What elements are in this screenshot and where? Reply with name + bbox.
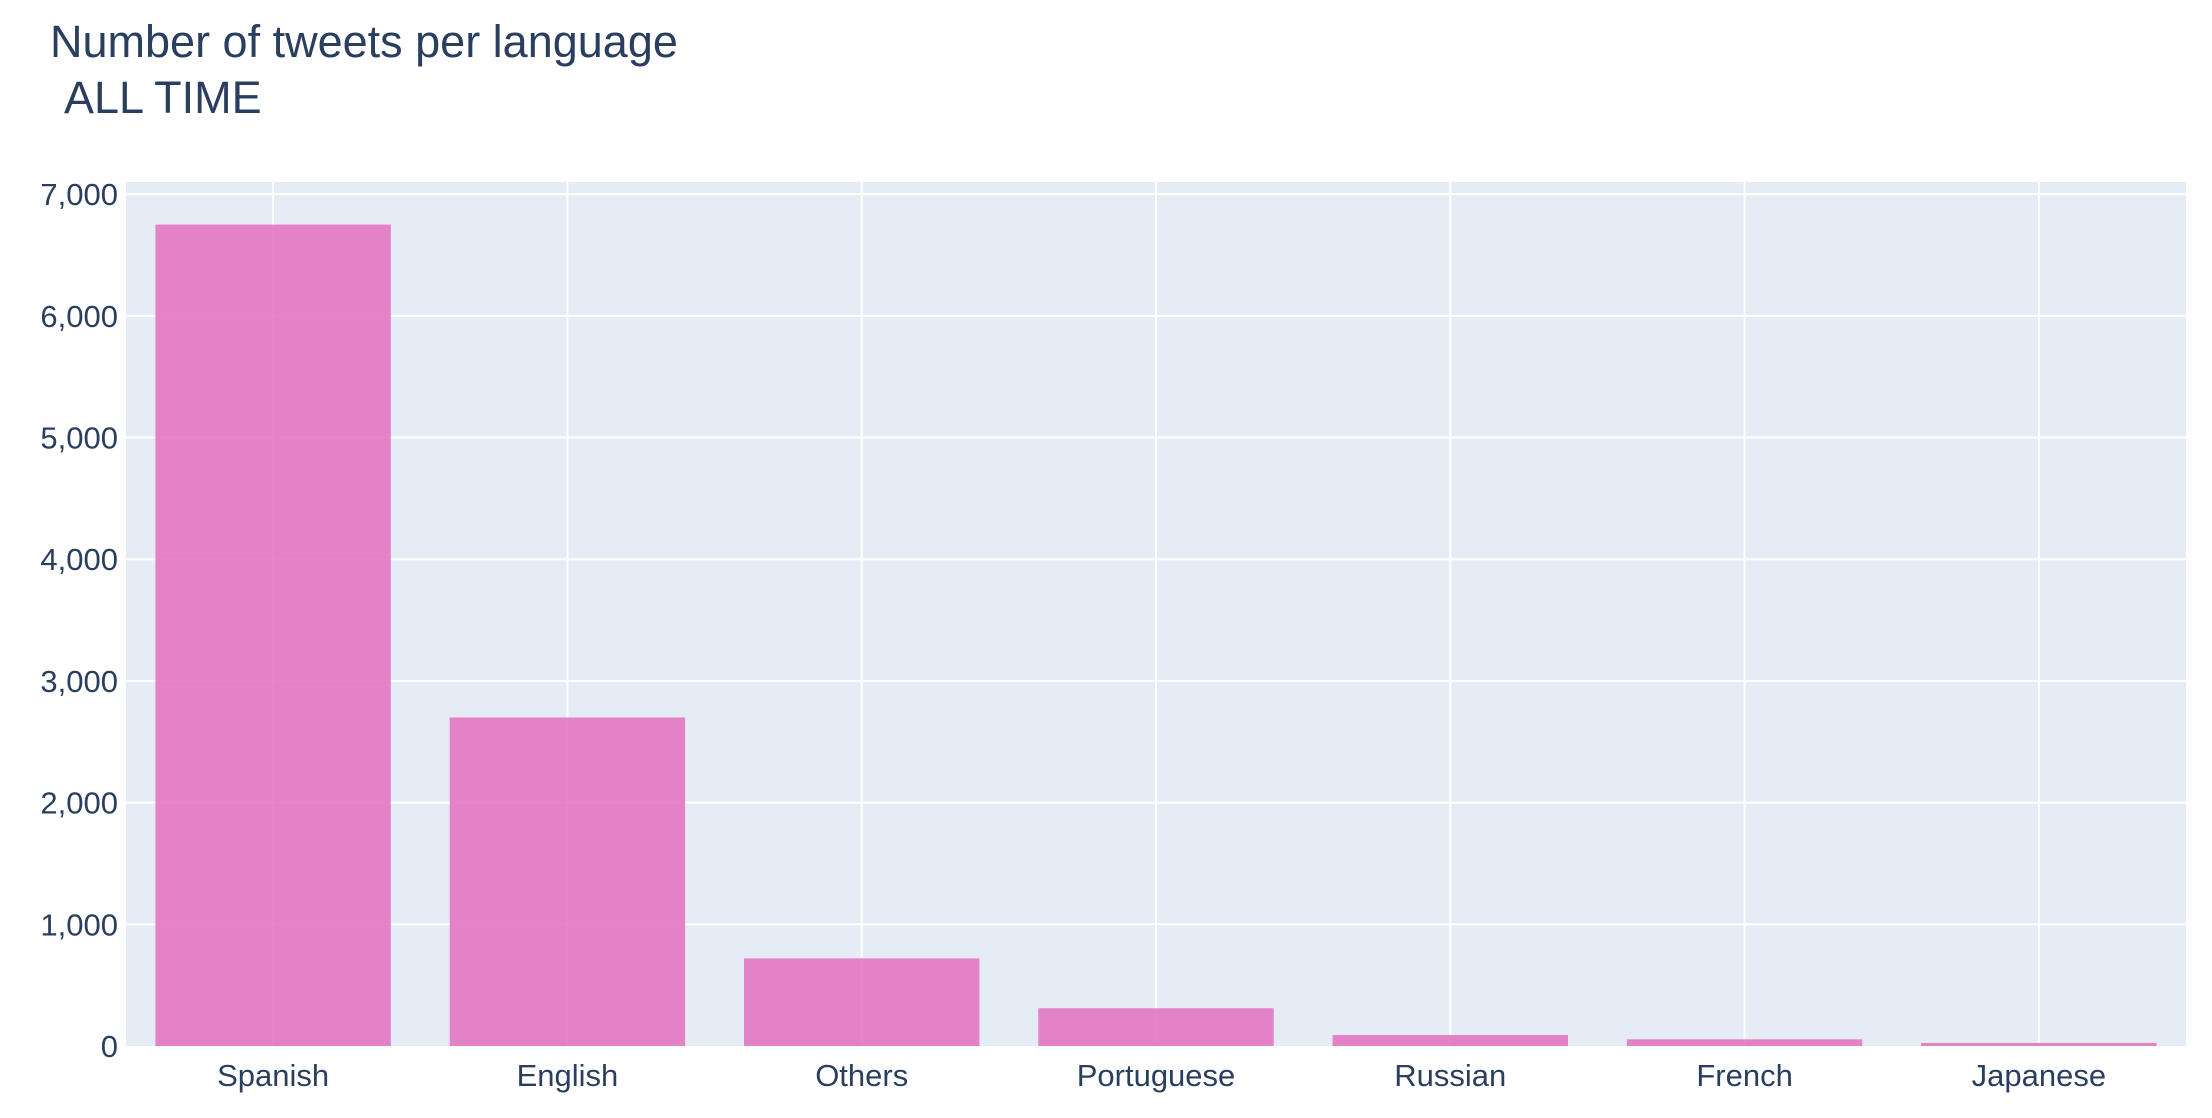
y-tick-label: 5,000 <box>40 421 118 456</box>
y-tick-label: 4,000 <box>40 542 118 577</box>
bar-spanish[interactable] <box>155 224 391 1046</box>
y-tick-label: 6,000 <box>40 299 118 334</box>
bar-japanese[interactable] <box>1921 1042 2157 1046</box>
x-tick-label: Spanish <box>217 1058 329 1093</box>
bar-others[interactable] <box>744 958 980 1046</box>
x-tick-label: French <box>1696 1058 1792 1093</box>
chart-title: Number of tweets per language ALL TIME <box>50 14 678 126</box>
x-tick-label: Russian <box>1394 1058 1506 1093</box>
x-tick-label: English <box>517 1058 619 1093</box>
bars <box>155 224 2157 1046</box>
x-tick-label: Japanese <box>1972 1058 2106 1093</box>
bar-russian[interactable] <box>1332 1035 1568 1046</box>
bar-portuguese[interactable] <box>1038 1008 1274 1046</box>
chart-title-line-1: Number of tweets per language <box>50 16 678 67</box>
x-tick-label: Others <box>815 1058 908 1093</box>
y-tick-label: 1,000 <box>40 907 118 942</box>
bar-english[interactable] <box>449 717 686 1046</box>
y-tick-label: 2,000 <box>40 786 118 821</box>
y-tick-label: 0 <box>101 1029 118 1064</box>
y-tick-label: 3,000 <box>40 664 118 699</box>
bar-french[interactable] <box>1626 1039 1863 1046</box>
x-axis-ticks: Spanish English Others Portuguese Russian Fre… <box>217 1058 2106 1093</box>
chart-title-line-2: ALL TIME <box>64 72 262 123</box>
x-tick-label: Portuguese <box>1077 1058 1236 1093</box>
grid-lines <box>126 182 2186 1046</box>
y-axis-ticks: 0 1,000 2,000 3,000 4,000 5,000 6,000 7,000 <box>40 177 118 1064</box>
y-tick-label: 7,000 <box>40 177 118 212</box>
